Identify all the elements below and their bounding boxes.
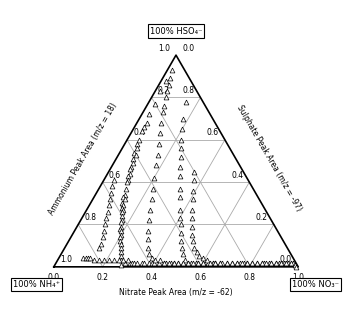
Text: 0.8: 0.8 bbox=[84, 213, 96, 222]
Text: 0.0: 0.0 bbox=[280, 256, 292, 265]
Text: 0.2: 0.2 bbox=[256, 213, 268, 222]
Text: 0.0: 0.0 bbox=[182, 44, 194, 53]
Text: 0.0: 0.0 bbox=[48, 273, 60, 282]
Text: 0.8: 0.8 bbox=[182, 86, 194, 95]
Text: 0.4: 0.4 bbox=[133, 128, 145, 137]
Text: 0.6: 0.6 bbox=[194, 273, 207, 282]
Text: Sulphate Peak Area (m/z = -97): Sulphate Peak Area (m/z = -97) bbox=[235, 104, 303, 213]
Text: 0.2: 0.2 bbox=[97, 273, 109, 282]
Text: 1.0: 1.0 bbox=[158, 44, 170, 53]
Text: 0.4: 0.4 bbox=[231, 171, 243, 180]
Text: 100% HSO₄⁻: 100% HSO₄⁻ bbox=[150, 27, 202, 36]
Text: Ammonium Peak Area (m/z = 18): Ammonium Peak Area (m/z = 18) bbox=[47, 101, 119, 216]
Text: 1.0: 1.0 bbox=[60, 256, 72, 265]
Text: 0.6: 0.6 bbox=[207, 128, 219, 137]
Text: Nitrate Peak Area (m/z = -62): Nitrate Peak Area (m/z = -62) bbox=[119, 288, 233, 297]
Text: 0.6: 0.6 bbox=[109, 171, 121, 180]
Text: 0.4: 0.4 bbox=[145, 273, 158, 282]
Text: 1.0: 1.0 bbox=[292, 273, 304, 282]
Text: 0.8: 0.8 bbox=[243, 273, 255, 282]
Text: 100% NO₃⁻: 100% NO₃⁻ bbox=[292, 280, 339, 289]
Text: 0.2: 0.2 bbox=[158, 86, 170, 95]
Text: 100% NH₄⁺: 100% NH₄⁺ bbox=[13, 280, 60, 289]
